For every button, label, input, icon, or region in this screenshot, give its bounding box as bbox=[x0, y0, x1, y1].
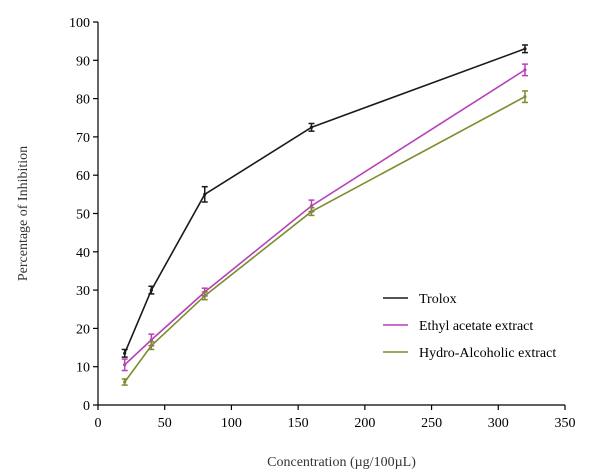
data-point bbox=[149, 344, 153, 348]
data-point bbox=[149, 288, 153, 292]
ticks: 0 10 20 30 40 50 60 70 80 90 100 0 50 100 150 200 250 300… bbox=[69, 16, 576, 431]
x-tick-label: 0 bbox=[95, 416, 102, 431]
series-line bbox=[123, 48, 526, 354]
data-point bbox=[123, 380, 127, 384]
y-tick-label: 40 bbox=[76, 246, 90, 261]
series bbox=[121, 90, 528, 386]
x-tick-label: 100 bbox=[221, 416, 242, 431]
x-tick-label: 150 bbox=[288, 416, 309, 431]
y-tick-label: 10 bbox=[76, 361, 90, 376]
y-tick-label: 70 bbox=[76, 131, 90, 146]
data-point bbox=[203, 294, 207, 298]
series-line bbox=[124, 95, 526, 383]
data-point bbox=[149, 338, 153, 342]
y-tick-label: 100 bbox=[69, 16, 90, 31]
data-point bbox=[523, 68, 527, 72]
data-point bbox=[309, 209, 314, 214]
y-tick-label: 20 bbox=[76, 322, 90, 337]
data-point bbox=[309, 204, 314, 208]
data-point bbox=[523, 95, 527, 99]
x-tick-label: 250 bbox=[421, 416, 442, 431]
x-tick-label: 200 bbox=[354, 416, 375, 431]
x-axis-title: Concentration (µg/100µL) bbox=[267, 455, 416, 470]
y-tick-label: 30 bbox=[76, 284, 90, 299]
legend-label: Hydro-Alcoholic extract bbox=[419, 346, 556, 361]
x-tick-label: 300 bbox=[488, 416, 509, 431]
y-tick-label: 90 bbox=[76, 54, 90, 69]
legend: Trolox Ethyl acetate extract Hydro-Alcohol… bbox=[383, 292, 556, 361]
data-point bbox=[123, 351, 127, 355]
y-tick-label: 80 bbox=[76, 93, 90, 108]
y-tick-label: 50 bbox=[76, 208, 90, 223]
data-point bbox=[203, 192, 207, 196]
y-axis-title: Percentage of Inhibition bbox=[16, 146, 31, 281]
legend-label: Trolox bbox=[419, 292, 457, 307]
y-tick-label: 0 bbox=[83, 399, 90, 414]
data-point bbox=[309, 125, 314, 129]
series-layer bbox=[121, 44, 528, 386]
x-tick-label: 350 bbox=[555, 416, 576, 431]
data-point bbox=[523, 47, 527, 51]
series bbox=[121, 44, 528, 358]
data-point bbox=[123, 363, 127, 367]
x-tick-label: 50 bbox=[158, 416, 172, 431]
y-tick-label: 60 bbox=[76, 169, 90, 184]
legend-label: Ethyl acetate extract bbox=[419, 319, 533, 334]
